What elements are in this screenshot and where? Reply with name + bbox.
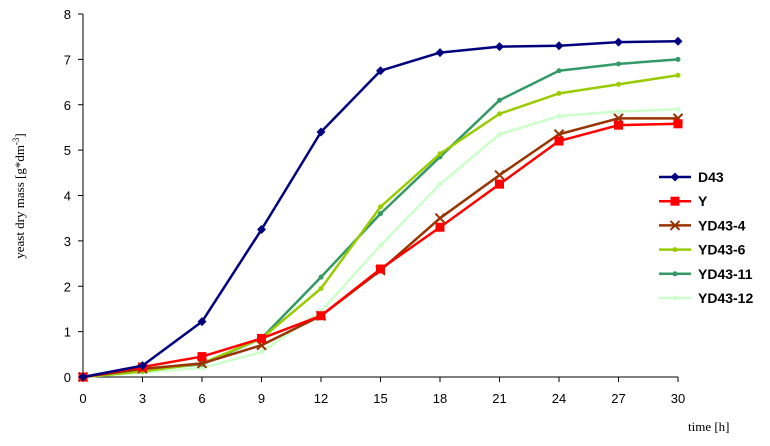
legend-marker-d43 — [670, 172, 680, 182]
y-tick-label: 7 — [64, 52, 71, 67]
y-tick-label: 4 — [64, 189, 71, 204]
series-line-y — [82, 122, 679, 379]
x-tick-label: 15 — [373, 391, 387, 406]
legend-marker-yd43-4 — [669, 220, 681, 231]
y-tick-label: 3 — [64, 234, 71, 249]
data-point-d43 — [138, 361, 147, 371]
legend-label-yd43-4: YD43-4 — [698, 217, 746, 233]
data-point-yd43-6 — [437, 151, 443, 157]
series-y — [78, 119, 683, 382]
legend-item-y: Y — [659, 193, 708, 209]
data-point-yd43-6 — [497, 111, 502, 117]
data-point-yd43-11 — [675, 56, 681, 62]
data-point-yd43-12 — [556, 113, 562, 119]
data-point-yd43-11 — [556, 68, 562, 74]
data-point-y — [495, 179, 504, 189]
data-point-y — [257, 333, 266, 343]
y-axis-title: yeast dry mass [g*dm-3] — [11, 133, 27, 259]
x-tick-label: 3 — [139, 391, 146, 406]
data-point-d43 — [614, 37, 623, 47]
legend-label-yd43-11: YD43-11 — [698, 266, 753, 282]
y-axis-title-main: yeast dry mass [g*dm — [12, 145, 27, 259]
legend-item-yd43-12: YD43-12 — [659, 290, 753, 306]
data-point-y — [197, 352, 207, 362]
data-point-y — [673, 119, 683, 129]
data-point-yd43-4 — [434, 212, 446, 224]
legend-label-yd43-12: YD43-12 — [698, 290, 753, 306]
legend-marker-yd43-12 — [672, 295, 678, 301]
data-point-yd43-6 — [318, 286, 324, 292]
legend-item-yd43-4: YD43-4 — [659, 217, 746, 233]
x-tick-label: 27 — [611, 391, 625, 406]
data-point-yd43-12 — [378, 242, 383, 248]
series-d43 — [78, 36, 683, 382]
data-point-yd43-4 — [494, 169, 505, 181]
data-point-yd43-12 — [675, 106, 681, 112]
y-tick-label: 8 — [64, 7, 71, 22]
data-point-yd43-12 — [497, 131, 502, 137]
data-point-y — [376, 264, 385, 274]
data-point-yd43-11 — [616, 61, 621, 67]
data-point-d43 — [197, 317, 207, 327]
x-tick-label: 30 — [671, 391, 685, 406]
data-point-y — [614, 120, 623, 130]
x-tick-label: 6 — [198, 391, 205, 406]
series-yd43-6 — [80, 72, 681, 380]
data-point-d43 — [316, 127, 326, 137]
data-point-d43 — [495, 42, 504, 52]
data-point-d43 — [257, 225, 266, 235]
legend-label-y: Y — [698, 193, 708, 209]
y-tick-label: 0 — [64, 370, 71, 385]
data-point-d43 — [376, 66, 385, 76]
data-point-yd43-6 — [616, 81, 621, 87]
series-line-yd43-11 — [82, 58, 679, 379]
x-axis-title: time [h] — [688, 419, 730, 434]
data-point-yd43-12 — [259, 349, 264, 355]
legend-item-yd43-6: YD43-6 — [659, 242, 746, 258]
legend-marker-yd43-6 — [672, 247, 678, 253]
data-point-yd43-11 — [497, 97, 502, 103]
x-tick-label: 24 — [552, 391, 566, 406]
data-point-yd43-12 — [437, 181, 443, 187]
legend-label-d43: D43 — [698, 169, 724, 185]
series-yd43-11 — [80, 56, 681, 380]
series-line-yd43-6 — [82, 74, 679, 379]
data-point-yd43-11 — [378, 211, 383, 217]
legend-label-yd43-6: YD43-6 — [698, 242, 746, 258]
data-point-yd43-12 — [199, 365, 205, 371]
x-tick-label: 18 — [433, 391, 447, 406]
legend-marker-y — [670, 196, 680, 206]
y-tick-label: 1 — [64, 325, 71, 340]
x-tick-label: 0 — [79, 391, 86, 406]
data-point-yd43-12 — [616, 109, 621, 115]
data-point-d43 — [554, 41, 564, 51]
x-tick-label: 9 — [258, 391, 265, 406]
y-tick-label: 2 — [64, 279, 71, 294]
x-tick-label: 12 — [314, 391, 328, 406]
y-axis-title-sup: -3 — [11, 137, 21, 145]
data-point-y — [316, 311, 326, 321]
legend-item-d43: D43 — [659, 169, 724, 185]
data-point-y — [435, 222, 445, 232]
series-layer — [77, 36, 684, 383]
data-point-yd43-6 — [675, 72, 681, 78]
data-point-yd43-6 — [378, 204, 383, 210]
data-point-yd43-6 — [556, 90, 562, 96]
x-tick-label: 21 — [492, 391, 506, 406]
y-tick-label: 6 — [64, 98, 71, 113]
legend: D43 Y YD43-4 YD43-6 YD43-11 YD43-12 — [659, 169, 753, 306]
data-point-d43 — [673, 36, 683, 46]
series-yd43-12 — [80, 106, 681, 380]
data-point-y — [554, 136, 564, 146]
legend-marker-yd43-11 — [672, 271, 678, 277]
y-tick-label: 5 — [64, 143, 71, 158]
data-point-d43 — [435, 48, 445, 58]
data-point-d43 — [78, 372, 88, 382]
legend-item-yd43-11: YD43-11 — [659, 266, 753, 282]
data-point-yd43-11 — [318, 274, 324, 280]
y-axis-title-end: ] — [12, 133, 27, 137]
